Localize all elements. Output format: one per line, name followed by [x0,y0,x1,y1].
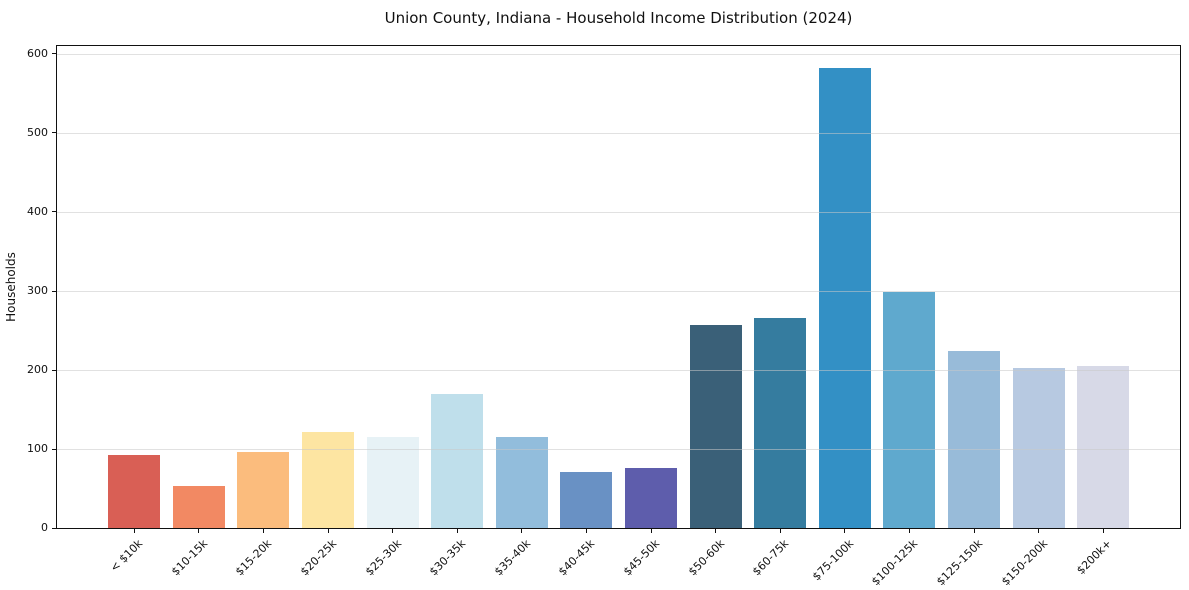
x-tick-mark [1102,529,1104,533]
x-tick-mark [198,529,200,533]
y-tick-label: 100 [27,442,48,455]
y-tick-label: 600 [27,46,48,60]
bar [495,437,548,528]
x-tick-mark [844,529,846,533]
x-tick-mark [779,529,781,533]
x-tick-label: < $10k [107,537,146,575]
x-tick-label: $20-25k [297,537,340,579]
x-tick-mark [456,529,458,533]
bar [883,291,936,528]
x-tick-mark [715,529,717,533]
y-tick-label: 400 [27,204,48,218]
gridline [57,132,1180,134]
x-tick-label: $35-40k [491,537,533,579]
x-tick-mark [1038,529,1040,533]
bar [431,393,484,528]
x-tick-label: $45-50k [620,537,663,579]
bar [818,68,871,528]
x-tick-mark [650,529,652,533]
x-tick-mark [262,529,264,533]
x-tick-label: $25-30k [362,537,404,579]
x-tick-label: $75-100k [809,537,856,584]
bar [1012,368,1065,528]
bar [302,431,354,528]
y-tick-mark [52,211,57,213]
x-tick-label: $150-200k [998,537,1050,589]
x-tick-mark [392,529,394,533]
x-tick-mark [908,529,910,533]
bar [172,486,225,528]
x-tick-label: $15-20k [233,537,275,579]
x-tick-mark [133,529,135,533]
y-tick-label: 0 [41,521,48,534]
y-tick-label: 300 [27,284,48,297]
bar [625,467,677,528]
x-tick-label: $60-75k [750,537,792,579]
x-tick-mark [521,529,523,533]
bar [237,452,290,528]
bar [689,324,742,528]
y-tick-label: 500 [27,125,48,139]
y-tick-mark [52,53,57,55]
y-tick-mark [52,132,57,134]
x-tick-label: $40-45k [556,537,598,579]
x-tick-mark [327,529,329,533]
bar [948,351,1000,528]
gridline [57,449,1180,450]
gridline [57,53,1180,55]
chart-title: Union County, Indiana - Household Income… [384,9,853,27]
gridline [57,370,1180,371]
bar [366,437,419,528]
y-tick-mark [52,290,57,292]
x-tick-label: $30-35k [427,537,469,579]
y-tick-label: 200 [27,363,48,376]
y-tick-mark [52,369,57,371]
gridline [57,291,1180,292]
x-tick-label: $200k+ [1074,537,1115,578]
x-tick-label: $10-15k [168,537,210,579]
gridline [57,211,1180,213]
x-tick-label: $100-125k [869,537,921,589]
bar [1077,366,1130,528]
x-tick-label: $50-60k [685,537,727,579]
bar [754,317,807,528]
x-tick-label: $125-150k [934,537,986,589]
y-tick-mark [52,448,57,450]
x-tick-mark [585,529,587,533]
plot-area [56,45,1181,529]
x-tick-mark [973,529,975,533]
bar [560,471,613,528]
bar [108,455,161,528]
y-tick-mark [52,527,57,529]
